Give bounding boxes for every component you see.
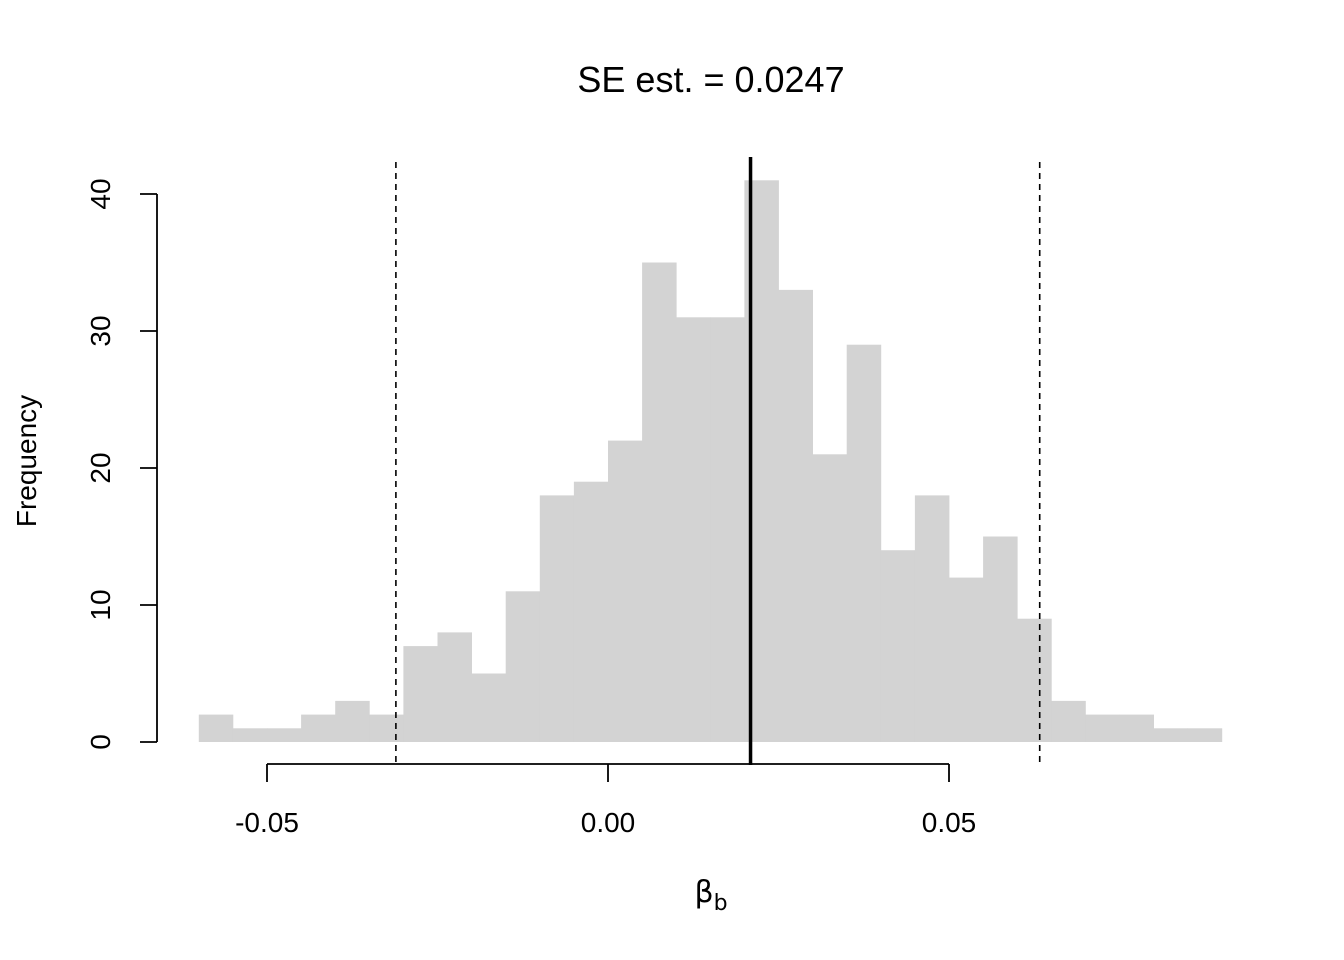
histogram-bar (539, 495, 575, 742)
y-axis-label: Frequency (11, 395, 42, 527)
x-tick-label: -0.05 (235, 807, 299, 838)
histogram-bar (232, 728, 268, 742)
histogram-bar (573, 481, 609, 742)
histogram-bar (846, 344, 882, 742)
histogram-bar (505, 591, 541, 742)
histogram-bar (1153, 728, 1189, 742)
x-axis-label-subscript: b (714, 891, 728, 916)
histogram-bar (983, 536, 1018, 742)
x-axis-label-main: β (694, 875, 713, 910)
x-tick-label: 0.05 (922, 807, 977, 838)
y-tick-label: 20 (85, 452, 116, 483)
histogram-bar (812, 454, 848, 742)
x-tick-label: 0.00 (581, 807, 636, 838)
y-tick-label: 40 (85, 178, 116, 209)
chart-title: SE est. = 0.0247 (577, 59, 844, 100)
histogram-bar (1085, 714, 1120, 742)
histogram-bar (642, 262, 677, 742)
histogram-bar (437, 632, 472, 742)
histogram-bar (880, 550, 916, 742)
histogram-bar (335, 700, 370, 742)
histogram-bar (1119, 714, 1154, 742)
histogram-bar (676, 317, 711, 742)
histogram-bar (267, 728, 302, 742)
x-axis: -0.05 0.00 0.05 (235, 763, 977, 838)
histogram-bar (301, 714, 336, 742)
y-tick-label: 0 (85, 734, 116, 750)
histogram-bars (198, 180, 1223, 743)
histogram-bar (914, 495, 950, 742)
histogram-bar (778, 289, 813, 742)
histogram-bar (949, 577, 984, 742)
y-axis: 0 10 20 30 40 (85, 178, 158, 750)
histogram-bar (710, 317, 745, 742)
histogram-bar (608, 440, 643, 742)
x-axis-label: βb (694, 875, 727, 916)
histogram-bar (1051, 700, 1086, 742)
histogram-bar (369, 714, 404, 742)
histogram-bar (1017, 618, 1052, 742)
y-tick-label: 10 (85, 589, 116, 620)
reference-lines (395, 157, 1041, 765)
y-tick-label: 30 (85, 315, 116, 346)
histogram-bar (198, 714, 234, 742)
histogram-bar (403, 646, 438, 742)
histogram-bar (471, 673, 507, 742)
histogram-bar (1187, 728, 1223, 742)
